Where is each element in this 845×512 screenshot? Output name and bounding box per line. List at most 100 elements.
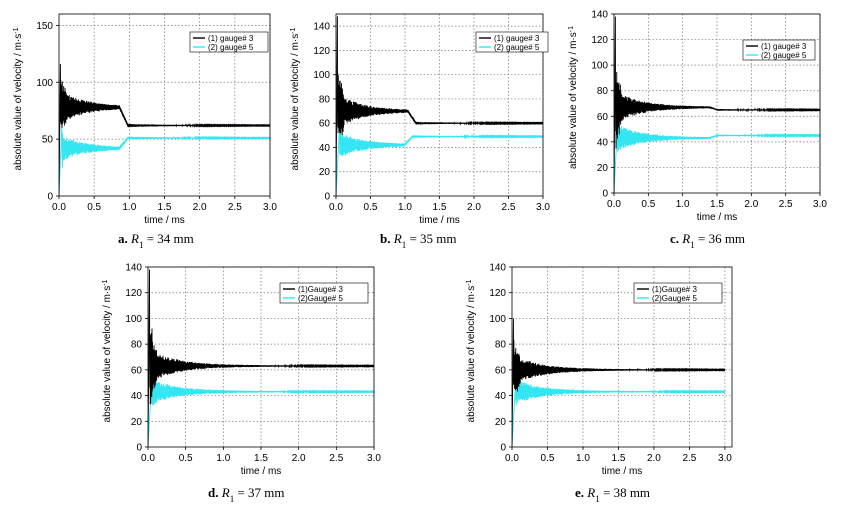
x-tick-label: 0.0 [505,453,519,464]
x-tick-label: 0.0 [141,453,155,464]
y-tick-label: 120 [489,288,506,299]
y-tick-label: 0 [47,192,53,203]
x-axis-label: time / ms [697,212,738,223]
y-tick-label: 0 [602,189,608,200]
x-tick-label: 0.5 [641,199,655,210]
plot-frame [335,13,544,197]
legend-box [279,282,369,304]
y-tick-label: 100 [489,314,506,325]
legend-label: (1) gauge# 3 [208,34,254,43]
y-tick-label: 100 [591,61,608,72]
y-tick-label: 20 [319,167,331,178]
y-tick-label: 50 [42,135,54,146]
x-tick-label: 3.0 [718,453,732,464]
y-tick-label: 140 [125,263,142,274]
y-tick-label: 100 [36,78,53,89]
x-axis-label: time / ms [419,215,460,226]
y-tick-label: 120 [313,46,330,57]
chart-b: 0.0 0.5 1.0 1.5 2.0 2.5 3.0 0 20 40 60 80 100 120 140 (… [290,13,550,250]
x-tick-label: 2.0 [292,453,306,464]
legend-label: (1)Gauge# 3 [298,285,343,294]
legend-label: (1)Gauge# 3 [652,285,697,294]
y-tick-label: 120 [125,288,142,299]
x-tick-label: 1.5 [158,202,172,213]
x-tick-label: 1.0 [122,202,136,213]
x-axis-label: time / ms [144,215,185,226]
plot-frame [147,266,375,448]
x-tick-label: 2.0 [744,199,758,210]
x-tick-label: 3.0 [536,202,550,213]
chart-caption: e. R1 = 38 mm [575,485,650,504]
series-line-2 [148,378,374,447]
y-tick-label: 140 [489,263,506,274]
y-tick-label: 20 [597,163,609,174]
x-tick-label: 2.5 [228,202,242,213]
x-tick-label: 1.0 [216,453,230,464]
x-tick-label: 0.5 [364,202,378,213]
x-tick-label: 3.0 [367,453,381,464]
y-tick-label: 40 [319,143,331,154]
legend-label: (1) gauge# 3 [761,42,807,51]
chart-caption: a. R1 = 34 mm [118,231,194,250]
x-tick-label: 2.5 [329,453,343,464]
legend-label: (2)Gauge# 5 [298,294,343,303]
plot-frame [58,13,271,197]
x-tick-label: 2.5 [682,453,696,464]
y-tick-label: 80 [597,86,609,97]
series-line-2 [614,124,820,193]
y-axis-label: absolute value of velocity / m·s-1 [290,27,302,170]
x-tick-label: 1.5 [611,453,625,464]
series-line-2 [336,128,543,196]
chart-a: 0.0 0.5 1.0 1.5 2.0 2.5 3.0 0 50 100 150 (1) gauge#… [13,13,277,250]
plot-frame [511,266,733,448]
chart-caption: b. R1 = 35 mm [380,231,457,250]
x-axis-label: time / ms [602,466,643,477]
y-tick-label: 100 [313,70,330,81]
x-tick-label: 1.0 [576,453,590,464]
y-tick-label: 140 [591,10,608,21]
y-axis-label: absolute value of velocity / m·s-1 [568,26,580,169]
x-axis-label: time / ms [241,466,282,477]
legend-box [742,39,816,61]
y-tick-label: 0 [500,443,506,454]
series-line-2 [59,125,270,196]
y-tick-label: 60 [597,112,609,123]
legend-label: (2) gauge# 5 [761,51,807,60]
x-tick-label: 2.5 [502,202,516,213]
y-tick-label: 60 [131,365,143,376]
y-axis-label: absolute value of velocity / m·s-1 [466,279,478,422]
series-line-1 [614,16,820,193]
x-tick-label: 1.5 [254,453,268,464]
y-tick-label: 20 [495,417,507,428]
plot-frame [613,13,821,194]
y-tick-label: 40 [597,137,609,148]
series-line-1 [336,16,543,196]
x-tick-label: 0.0 [52,202,66,213]
legend-box [475,31,549,53]
chart-caption: d. R1 = 37 mm [208,485,285,504]
y-axis-label: absolute value of velocity / m·s-1 [102,279,114,422]
x-tick-label: 0.5 [87,202,101,213]
y-tick-label: 0 [324,192,330,203]
x-tick-label: 3.0 [263,202,277,213]
y-tick-label: 40 [495,391,507,402]
y-tick-label: 80 [319,94,331,105]
legend-box [189,31,269,53]
series-line-1 [59,64,270,196]
series-line-1 [148,269,374,447]
x-tick-label: 0.5 [179,453,193,464]
y-tick-label: 20 [131,417,143,428]
legend-label: (2)Gauge# 5 [652,294,697,303]
legend-label: (2) gauge# 5 [208,43,254,52]
x-tick-label: 0.5 [541,453,555,464]
chart-c: 0.0 0.5 1.0 1.5 2.0 2.5 3.0 0 20 40 60 80 100 120 140 (… [568,10,828,251]
legend-box [633,282,723,304]
x-tick-label: 2.5 [779,199,793,210]
y-tick-label: 80 [131,340,143,351]
series-line-1 [512,318,726,447]
x-tick-label: 3.0 [813,199,827,210]
x-tick-label: 2.0 [193,202,207,213]
x-tick-label: 0.0 [607,199,621,210]
y-tick-label: 120 [591,35,608,46]
